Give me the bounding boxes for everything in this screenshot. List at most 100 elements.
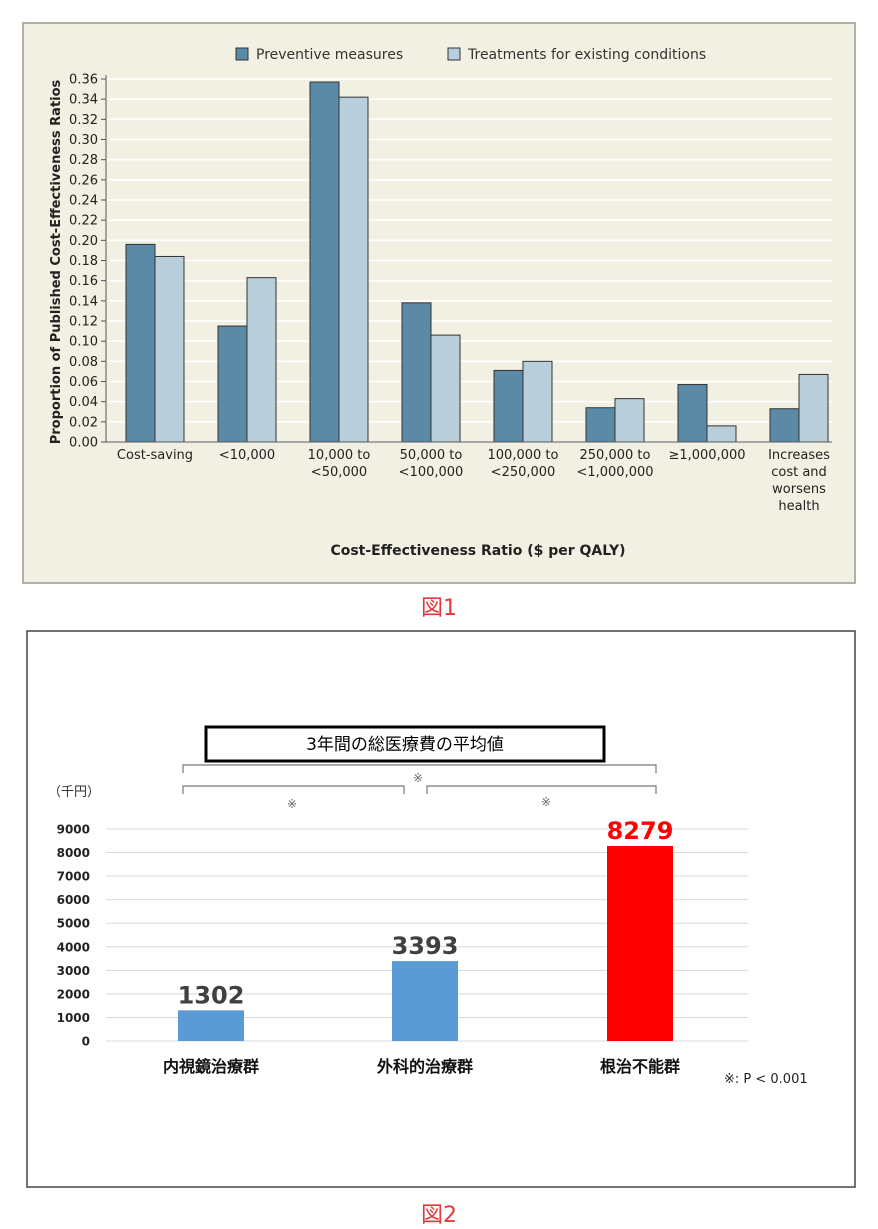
x-tick-label: ≥1,000,000 [668, 448, 745, 463]
bar [154, 255, 185, 443]
bar [677, 384, 708, 443]
y-tick-label: 5000 [57, 917, 90, 931]
y-tick-label: 0.06 [69, 375, 98, 390]
y-tick-label: 9000 [57, 823, 90, 837]
bar [401, 302, 432, 443]
y-tick-label: 0.36 [69, 73, 98, 88]
chart-2-bars [178, 845, 673, 1041]
y-tick-label: 0.08 [69, 355, 98, 370]
legend-swatch-treatments [447, 47, 461, 61]
chart-2-y-tick-labels: 0 1000 2000 3000 4000 5000 6000 7000 8000 9000 [57, 823, 90, 1049]
y-tick-label: 0.24 [69, 194, 98, 209]
y-tick-label: 0.16 [69, 274, 98, 289]
bracket-left [182, 785, 405, 794]
bar [392, 961, 458, 1041]
x-tick-label: <50,000 [311, 465, 367, 480]
y-tick-label: 0.14 [69, 294, 98, 309]
bar [309, 81, 340, 443]
bar [493, 369, 524, 443]
significance-mark-left: ※ [287, 797, 297, 811]
significance-mark-right: ※ [541, 795, 551, 809]
y-tick-label: 0.32 [69, 113, 98, 128]
bar [585, 407, 616, 443]
chart-1-x-axis-label: Cost-Effectiveness Ratio ($ per QALY) [330, 543, 625, 559]
y-tick-label: 0.18 [69, 254, 98, 269]
y-tick-label: 0.26 [69, 173, 98, 188]
figure-1-caption: 図1 [421, 596, 457, 621]
bracket-overall [182, 764, 657, 773]
x-tick-label: 10,000 to [308, 448, 371, 463]
bar-value-label: 1302 [178, 981, 245, 1009]
chart-1-legend: Preventive measures Treatments for exist… [235, 47, 706, 63]
x-tick-label: <250,000 [491, 465, 556, 480]
bar [246, 277, 277, 443]
significance-brackets [182, 764, 657, 794]
chart-2-value-labels: 1302 3393 8279 [178, 817, 674, 1009]
x-tick-label: Cost-saving [117, 448, 193, 463]
y-tick-label: 0.20 [69, 234, 98, 249]
chart-1-bars [125, 81, 829, 443]
chart-2-category-labels: 内視鏡治療群 外科的治療群 根治不能群 [163, 1057, 680, 1076]
y-tick-label: 0.04 [69, 395, 98, 410]
bracket-right [426, 785, 657, 794]
bar [614, 398, 645, 443]
bar [769, 408, 800, 443]
y-tick-label: 7000 [57, 870, 90, 884]
bar [522, 360, 553, 443]
y-tick-label: 8000 [57, 846, 90, 860]
bar [217, 325, 248, 443]
category-label: 内視鏡治療群 [163, 1057, 259, 1076]
y-tick-label: 2000 [57, 987, 90, 1001]
x-tick-label: cost and [771, 465, 827, 480]
legend-label-preventive: Preventive measures [256, 47, 403, 63]
y-tick-label: 3000 [57, 964, 90, 978]
bar [125, 243, 156, 443]
x-tick-label: <100,000 [399, 465, 464, 480]
x-tick-label: 50,000 to [400, 448, 463, 463]
chart-2-frame [26, 630, 856, 1188]
bar [338, 96, 369, 443]
chart-1-y-axis-label: Proportion of Published Cost-Effectivene… [49, 79, 64, 444]
category-label: 外科的治療群 [376, 1057, 473, 1076]
bar-value-label: 3393 [392, 932, 459, 960]
figure-2-chart: 3年間の総医療費の平均値 ※ ※ ※ （千円） 0 1000 2000 3000 400… [26, 630, 856, 1188]
y-tick-label: 4000 [57, 940, 90, 954]
y-tick-label: 0.28 [69, 153, 98, 168]
y-tick-label: 6000 [57, 893, 90, 907]
y-tick-label: 0 [82, 1035, 90, 1049]
figure-1-chart: 0.00 0.02 0.04 0.06 0.08 0.10 0.12 0.14 0.16 0.18… [22, 22, 856, 584]
figure-2-caption: 図2 [421, 1203, 457, 1228]
bar [607, 845, 673, 1041]
bar [706, 425, 737, 443]
bar [178, 1010, 244, 1041]
y-axis-unit-label: （千円） [48, 785, 100, 800]
y-tick-label: 0.10 [69, 335, 98, 350]
x-tick-label: health [778, 499, 819, 514]
legend-label-treatments: Treatments for existing conditions [467, 47, 706, 63]
x-tick-label: <1,000,000 [576, 465, 653, 480]
x-tick-label: worsens [772, 482, 826, 497]
y-tick-label: 0.02 [69, 415, 98, 430]
chart-2-title: 3年間の総医療費の平均値 [306, 735, 504, 755]
bar [430, 334, 461, 443]
chart-2-footnote: ※: P < 0.001 [724, 1072, 808, 1087]
chart-1-x-tick-labels: Cost-saving <10,000 10,000 to <50,000 50,000… [117, 448, 830, 514]
category-label: 根治不能群 [600, 1057, 680, 1076]
legend-swatch-preventive [235, 47, 249, 61]
y-tick-label: 0.30 [69, 133, 98, 148]
y-tick-label: 0.22 [69, 214, 98, 229]
bar-value-label: 8279 [607, 817, 674, 845]
chart-2-title-box [204, 725, 606, 763]
y-tick-label: 0.12 [69, 315, 98, 330]
x-tick-label: <10,000 [219, 448, 275, 463]
bar [798, 373, 829, 443]
chart-1-y-tick-labels: 0.00 0.02 0.04 0.06 0.08 0.10 0.12 0.14 0.16 0.18… [69, 73, 98, 451]
x-tick-label: Increases [768, 448, 830, 463]
x-tick-label: 100,000 to [488, 448, 559, 463]
y-tick-label: 0.00 [69, 436, 98, 451]
y-tick-label: 1000 [57, 1011, 90, 1025]
significance-mark-overall: ※ [413, 771, 423, 785]
chart-1-axes [101, 75, 832, 443]
y-tick-label: 0.34 [69, 93, 98, 108]
x-tick-label: 250,000 to [580, 448, 651, 463]
